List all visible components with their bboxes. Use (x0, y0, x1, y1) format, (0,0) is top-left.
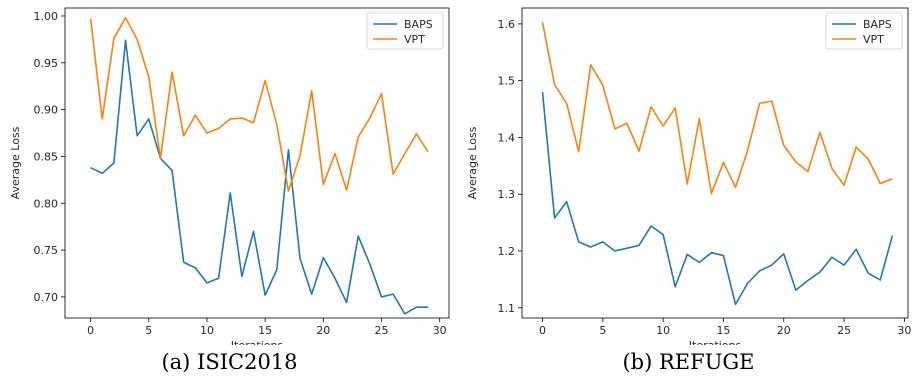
x-tick-label: 10 (200, 324, 214, 337)
x-tick-label: 0 (87, 324, 94, 337)
x-tick-label: 25 (375, 324, 389, 337)
x-axis-label: Iterations (689, 339, 742, 345)
y-tick-label: 0.75 (34, 244, 59, 257)
y-tick-label: 1.1 (498, 302, 516, 315)
y-tick-label: 0.90 (34, 104, 59, 117)
y-tick-label: 1.6 (498, 18, 516, 31)
y-tick-label: 1.5 (498, 75, 516, 88)
y-tick-label: 1.00 (34, 10, 59, 23)
x-tick-label: 25 (837, 324, 851, 337)
x-tick-label: 5 (599, 324, 606, 337)
legend-label-baps: BAPS (404, 18, 433, 31)
caption-refuge: (b) REFUGE (622, 350, 755, 374)
series-line-baps (541, 91, 894, 306)
caption-isic2018: (a) ISIC2018 (161, 350, 298, 374)
chart-panel-isic2018: 0 5 10 15 20 25 30 0.70 0.75 0.80 0.85 0.90 0.95 1.00… (9, 7, 450, 374)
plot-frame (521, 7, 909, 319)
y-tick-label: 0.70 (34, 291, 59, 304)
y-axis-label: Average Loss (9, 126, 22, 199)
legend-box (366, 12, 444, 50)
legend-label-baps: BAPS (863, 18, 892, 31)
legend-box (825, 12, 903, 50)
plot-frame (64, 7, 450, 319)
y-tick-label: 1.2 (498, 245, 516, 258)
x-tick-label: 15 (716, 324, 730, 337)
y-tick-label: 0.95 (34, 57, 59, 70)
x-tick-label: 15 (258, 324, 272, 337)
x-tick-label: 0 (539, 324, 546, 337)
series-line-vpt (541, 22, 893, 195)
chart-isic2018: 0 5 10 15 20 25 30 0.70 0.75 0.80 0.85 0.90 0.95 1.00… (9, 7, 450, 345)
chart-panel-refuge: 0 5 10 15 20 25 30 1.1 1.2 1.3 1.4 1.5 1.6 Iterations… (459, 0, 918, 387)
x-tick-label: 10 (656, 324, 670, 337)
y-tick-label: 0.80 (34, 197, 59, 210)
x-tick-label: 20 (777, 324, 791, 337)
y-tick-label: 1.4 (498, 131, 516, 144)
legend-label-vpt: VPT (404, 33, 425, 46)
y-tick-label: 0.85 (34, 150, 59, 163)
x-tick-label: 5 (145, 324, 152, 337)
x-axis-label: Iterations (231, 339, 284, 345)
x-tick-label: 30 (897, 324, 911, 337)
y-axis-label: Average Loss (466, 126, 479, 199)
series-line-vpt (89, 17, 429, 192)
legend-label-vpt: VPT (863, 33, 884, 46)
x-tick-label: 20 (316, 324, 330, 337)
y-tick-label: 1.3 (498, 188, 516, 201)
series-line-baps (90, 39, 429, 315)
chart-refuge: 0 5 10 15 20 25 30 1.1 1.2 1.3 1.4 1.5 1.6 Iterations… (466, 7, 911, 345)
x-tick-label: 30 (433, 324, 447, 337)
